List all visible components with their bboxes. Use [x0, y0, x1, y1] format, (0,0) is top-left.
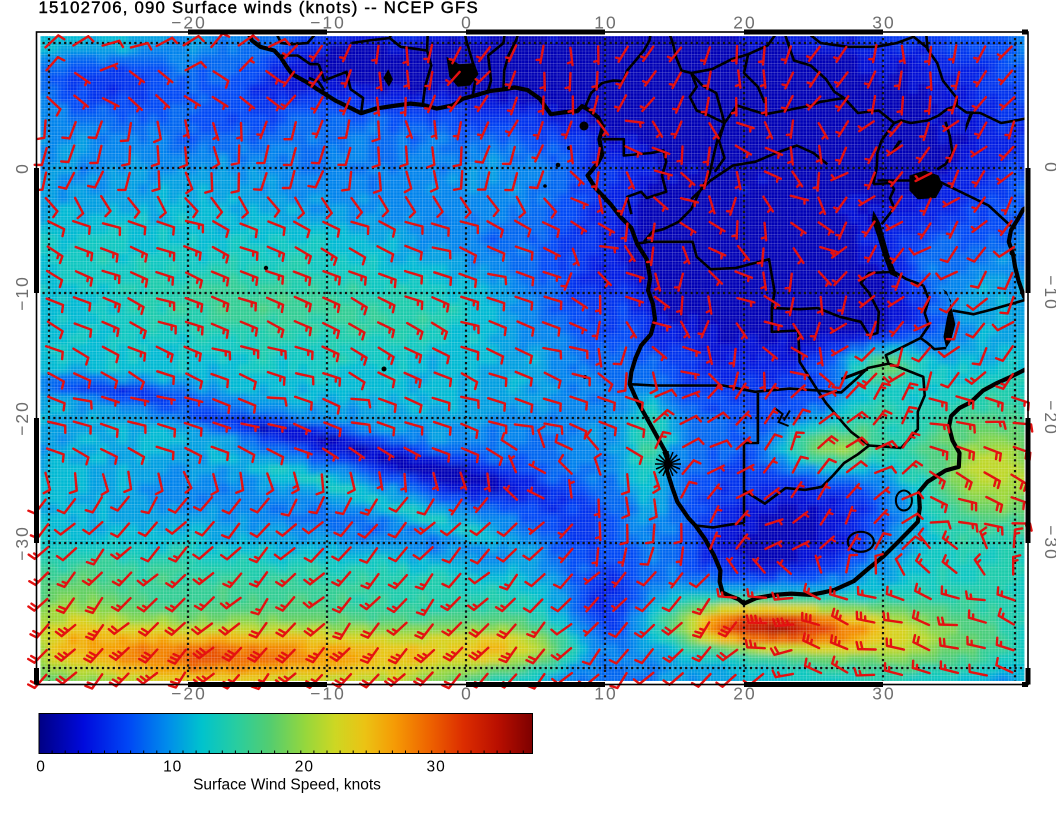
svg-text:Surface Wind Speed, knots: Surface Wind Speed, knots: [193, 777, 381, 794]
svg-text:20: 20: [295, 759, 314, 776]
svg-text:30: 30: [872, 13, 896, 33]
svg-text:15102706, 090 Surface winds (k: 15102706, 090 Surface winds (knots) -- N…: [39, 0, 479, 17]
svg-text:0: 0: [12, 162, 32, 174]
svg-text:−20: −20: [171, 13, 207, 33]
svg-text:30: 30: [872, 684, 896, 704]
svg-text:−20: −20: [1041, 400, 1056, 436]
svg-text:−30: −30: [12, 525, 32, 561]
svg-text:20: 20: [733, 684, 757, 704]
svg-text:10: 10: [594, 684, 618, 704]
svg-text:−10: −10: [310, 684, 346, 704]
svg-text:0: 0: [1041, 162, 1056, 174]
svg-text:−20: −20: [171, 684, 207, 704]
svg-text:0: 0: [461, 684, 473, 704]
svg-text:−10: −10: [12, 275, 32, 311]
svg-text:−30: −30: [1041, 525, 1056, 561]
svg-text:−10: −10: [310, 13, 346, 33]
svg-text:20: 20: [733, 13, 757, 33]
svg-text:0: 0: [461, 13, 473, 33]
svg-text:−10: −10: [1041, 275, 1056, 311]
svg-text:30: 30: [426, 759, 445, 776]
svg-text:−20: −20: [12, 400, 32, 436]
svg-text:10: 10: [594, 13, 618, 33]
svg-text:0: 0: [36, 759, 46, 776]
svg-text:10: 10: [163, 759, 182, 776]
